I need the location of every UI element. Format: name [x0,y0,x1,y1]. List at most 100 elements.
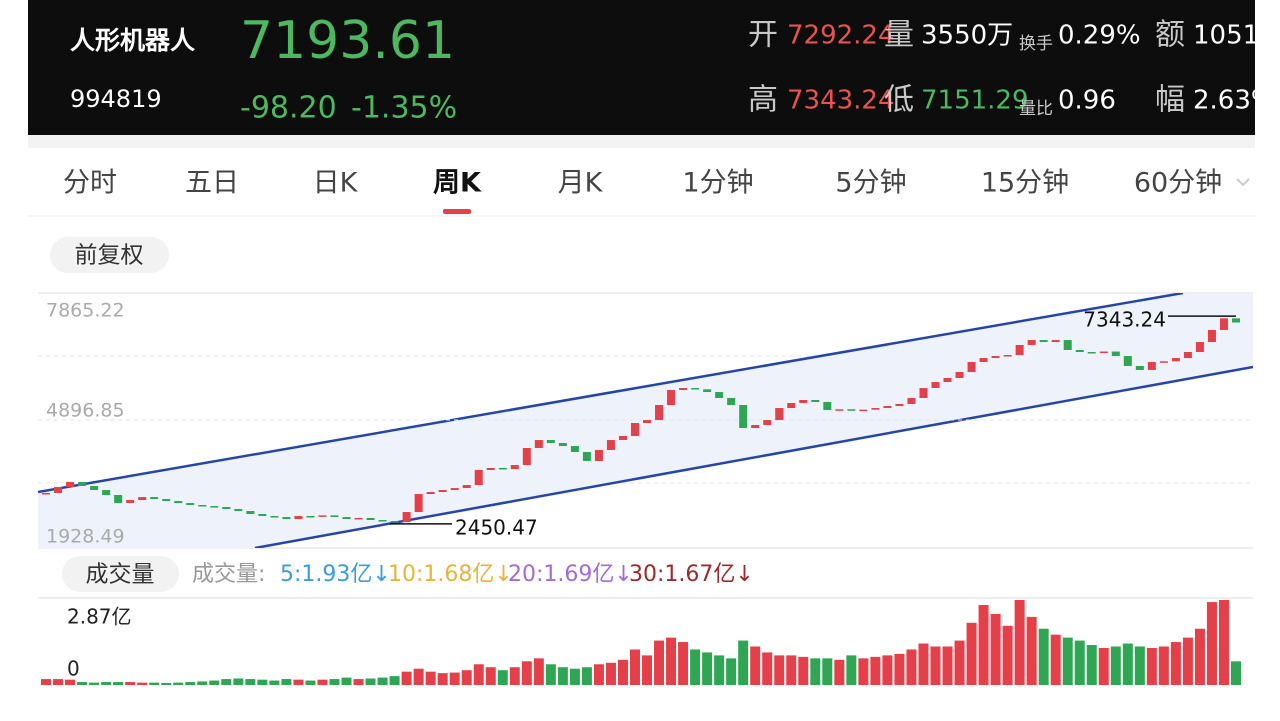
volume-bar [978,605,989,685]
volume-bar [954,640,965,685]
volume-bar [990,613,1001,685]
candle [643,420,652,424]
volume-bar [257,679,268,685]
candle [1087,351,1096,354]
tab-more[interactable] [1236,178,1250,187]
legend-item: 10:1.68亿↓ [388,562,513,587]
volume-bar [690,649,701,685]
volume-bar [149,682,160,685]
volume-bar [53,679,64,685]
volume-bar [233,678,244,685]
tab[interactable]: 日K [313,168,359,199]
candle [919,388,928,399]
candle [138,497,147,501]
stock-code: 994819 [70,85,162,113]
candle [510,465,519,470]
stat-value: 0.96 [1058,86,1116,116]
candle [871,408,880,410]
volume-bar [1026,616,1037,685]
volume-bar [413,668,424,685]
candle [967,362,976,373]
candle [931,382,940,389]
volume-bar [1098,647,1109,685]
candle [1219,318,1228,331]
tab-indicator [443,209,471,214]
volume-pill[interactable] [62,556,179,592]
volume-title[interactable]: 成交量 [86,562,155,588]
candle [390,521,399,523]
candle [534,440,543,449]
volume-bar [1110,646,1121,685]
volume-bar [77,682,88,685]
volume-bar [593,664,604,685]
candle [594,450,603,461]
tab[interactable]: 分时 [63,168,117,199]
candle [174,501,183,504]
candle [186,503,195,506]
volume-bar [762,652,773,685]
volume-bar [113,682,124,685]
candle [679,388,688,391]
volume-bar [966,622,977,685]
candle [859,409,868,412]
adjust-pill[interactable] [50,237,169,273]
candle [354,518,363,520]
volume-bar [642,655,653,685]
volume-bar [317,679,328,685]
candle [1027,340,1036,345]
candle [270,516,279,518]
tab[interactable]: 60分钟 [1134,168,1222,199]
tab[interactable]: 周K [433,168,482,199]
candle [414,494,423,513]
candle [114,494,123,504]
adjust-label[interactable]: 前复权 [75,243,144,269]
volume-bar [161,682,172,685]
tab[interactable]: 5分钟 [835,168,906,199]
volume-bar [449,672,460,685]
candle [991,356,1000,359]
volume-bar [1194,628,1205,685]
tab[interactable]: 月K [558,168,604,199]
tab[interactable]: 五日 [185,168,239,199]
candle [751,425,760,429]
candle [258,514,267,517]
candle [1063,340,1072,350]
tab[interactable]: 1分钟 [682,168,753,199]
change: -98.20 [240,91,337,126]
header-bg [28,0,1255,135]
volume-bar [425,671,436,685]
candle [294,516,303,520]
volume-bar [654,640,665,685]
volume-bar [605,662,616,685]
candle [378,520,387,522]
tab[interactable]: 15分钟 [981,168,1069,199]
candle [222,507,231,510]
candle [1135,366,1144,370]
candle [775,408,784,421]
candle [66,482,75,488]
channel-upper [38,293,1184,494]
volume-bar [1158,646,1169,685]
volume-bar [894,653,905,685]
stat-label: 换手 [1019,34,1053,54]
volume-bar [1134,646,1145,685]
volume-bar [209,680,220,685]
candle [847,409,856,411]
volume-bar [750,646,761,685]
candle [1015,344,1024,356]
volume-bar [810,658,821,685]
volume-bar [858,658,869,685]
y-tick-label: 0 [67,657,80,681]
stat-label: 低 [884,83,914,118]
volume-bar [521,661,532,685]
volume-bar [101,682,112,685]
volume-bar [281,679,292,685]
y-tick-label: 7865.22 [46,300,125,322]
y-tick-label: 2.87亿 [67,605,132,629]
candle [498,468,507,470]
candle [799,400,808,404]
volume-bar [870,656,881,685]
volume-bar [1050,634,1061,685]
legend-item: 30:1.67亿↓ [629,562,754,587]
candle [739,405,748,429]
